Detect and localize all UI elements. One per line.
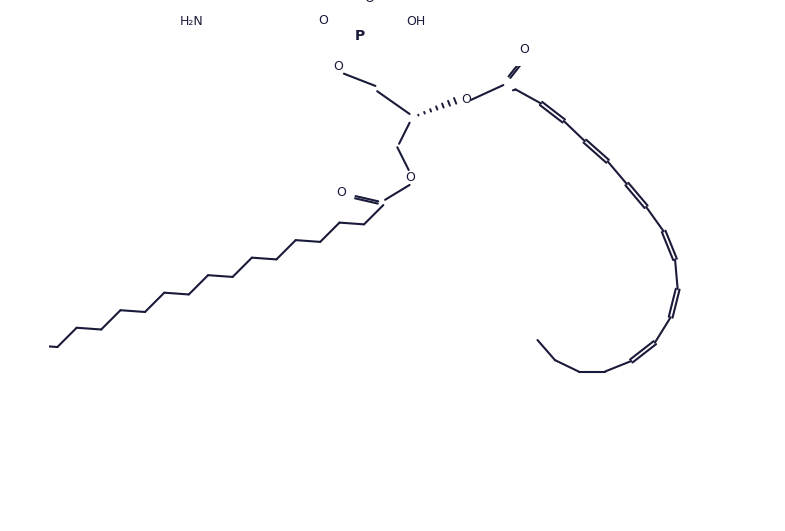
Text: O: O: [334, 60, 344, 73]
Text: O: O: [319, 14, 328, 27]
Text: O: O: [336, 186, 346, 199]
Text: O: O: [364, 0, 374, 5]
Text: P: P: [355, 29, 365, 43]
Text: OH: OH: [406, 15, 425, 29]
Text: H₂N: H₂N: [180, 15, 203, 28]
Text: O: O: [520, 42, 529, 56]
Text: O: O: [406, 170, 415, 184]
Text: O: O: [462, 92, 471, 106]
